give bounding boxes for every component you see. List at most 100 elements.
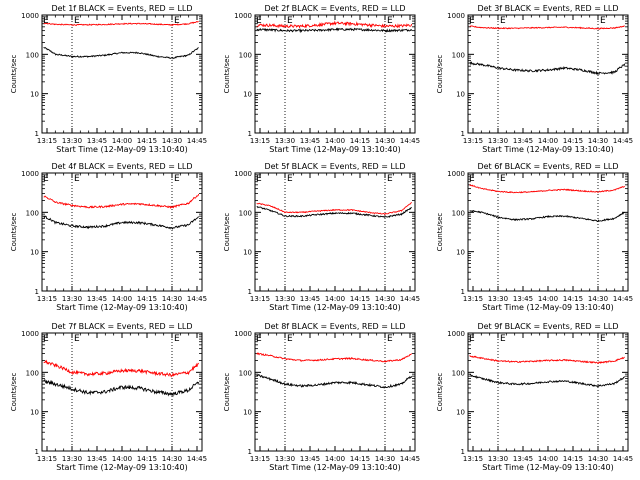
series-line-lld [43,359,200,378]
plot-frame [254,172,416,292]
event-marker-label: E [287,334,293,344]
y-tick-label: 1 [461,130,465,138]
x-tick-label: 13:30 [62,295,82,303]
series-line-lld [43,20,199,27]
x-tick-label: 14:45 [187,137,207,145]
y-tick-label: 10 [243,409,252,417]
y-tick-label: 1 [461,288,465,296]
event-marker-label-start: E [43,174,49,184]
x-tick-label: 13:30 [488,137,508,145]
y-tick-label: 1000 [234,12,252,20]
series-line-lld [469,25,625,30]
event-marker-label-start: E [256,334,262,344]
y-tick-label: 10 [30,91,39,99]
x-tick-label: 13:30 [62,137,82,145]
y-axis-label: Counts/sec [223,213,231,252]
x-axis-label: Start Time (12-May-09 13:10:40) [56,303,187,312]
y-tick-label: 100 [452,369,465,377]
event-marker-label-start: E [256,16,262,26]
y-tick-label: 100 [452,209,465,217]
y-tick-label: 100 [239,209,252,217]
y-tick-label: 100 [26,51,39,59]
event-marker-label: E [74,16,80,26]
x-tick-label: 14:15 [563,295,583,303]
y-tick-label: 1 [35,130,39,138]
chart-title: Det 6f BLACK = Events, RED = LLD [477,162,618,171]
x-tick-label: 13:30 [488,455,508,463]
x-tick-label: 13:15 [463,295,483,303]
x-tick-label: 13:15 [37,455,57,463]
y-tick-label: 1000 [21,330,39,338]
x-tick-label: 14:00 [112,137,132,145]
y-tick-label: 10 [243,91,252,99]
series-line-events [256,373,413,389]
series-line-events [469,61,626,76]
event-marker-label: E [174,16,180,26]
x-tick-label: 14:45 [400,295,420,303]
y-tick-label: 100 [239,51,252,59]
x-tick-label: 14:45 [187,455,207,463]
x-tick-label: 13:45 [513,137,533,145]
chart-title: Det 9f BLACK = Events, RED = LLD [477,322,618,331]
y-tick-label: 10 [456,249,465,257]
x-tick-label: 13:15 [37,295,57,303]
plot-frame [467,332,629,452]
chart-panel-3: Det 3f BLACK = Events, RED = LLD Counts/s… [436,4,633,154]
series-line-lld [469,184,626,194]
x-tick-label: 13:30 [275,295,295,303]
y-axis-label: Counts/sec [10,373,18,412]
chart-title: Det 7f BLACK = Events, RED = LLD [51,322,192,331]
plot-frame [467,172,629,292]
chart-panel-4: Det 4f BLACK = Events, RED = LLD Counts/s… [10,162,207,312]
x-tick-label: 13:30 [488,295,508,303]
event-marker-label: E [174,174,180,184]
y-axis-label: Counts/sec [436,213,444,252]
y-tick-label: 10 [456,409,465,417]
x-tick-label: 14:30 [588,455,608,463]
y-tick-label: 1000 [21,170,39,178]
x-tick-label: 14:45 [400,137,420,145]
x-tick-label: 14:30 [162,137,182,145]
y-axis-label: Counts/sec [436,373,444,412]
plot-frame [467,14,629,134]
y-tick-label: 10 [30,249,39,257]
chart-panel-8: Det 8f BLACK = Events, RED = LLD Counts/s… [223,322,420,472]
event-marker-label-start: E [43,334,49,344]
y-tick-label: 100 [26,209,39,217]
event-marker-label-start: E [256,174,262,184]
event-marker-label-start: E [43,16,49,26]
x-axis-label: Start Time (12-May-09 13:10:40) [56,463,187,472]
series-line-lld [256,20,413,29]
x-tick-label: 14:30 [162,455,182,463]
x-tick-label: 14:45 [613,295,633,303]
plot-frame [41,332,203,452]
chart-title: Det 2f BLACK = Events, RED = LLD [264,4,405,13]
event-marker-label: E [387,334,393,344]
x-axis-label: Start Time (12-May-09 13:10:40) [269,463,400,472]
x-tick-label: 14:30 [375,295,395,303]
y-tick-label: 10 [243,249,252,257]
x-tick-label: 13:30 [275,455,295,463]
event-marker-label: E [74,334,80,344]
x-tick-label: 14:15 [137,137,157,145]
x-tick-label: 13:45 [300,455,320,463]
event-marker-label: E [500,16,506,26]
x-tick-label: 14:00 [538,455,558,463]
x-tick-label: 14:15 [350,455,370,463]
event-marker-label: E [174,334,180,344]
series-line-events [469,210,625,223]
chart-title: Det 4f BLACK = Events, RED = LLD [51,162,192,171]
y-tick-label: 1000 [234,170,252,178]
event-marker-label-start: E [469,174,475,184]
series-line-lld [43,193,200,209]
x-tick-label: 14:00 [325,137,345,145]
x-tick-label: 13:30 [275,137,295,145]
y-tick-label: 1000 [21,12,39,20]
y-tick-label: 1 [248,130,252,138]
x-tick-label: 14:00 [538,137,558,145]
x-tick-label: 14:00 [112,295,132,303]
y-tick-label: 1000 [447,330,465,338]
x-tick-label: 14:45 [187,295,207,303]
x-tick-label: 13:15 [250,455,270,463]
